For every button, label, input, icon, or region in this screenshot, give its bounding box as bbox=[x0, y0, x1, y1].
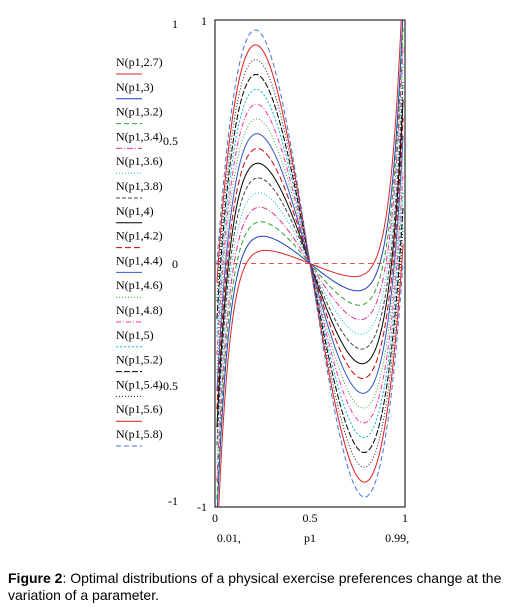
legend-label: N(p1,3.4) bbox=[116, 129, 163, 143]
legend: N(p1,2.7) N(p1,3) N(p1,3.2) N(p1,3.4) N(p1,3… bbox=[116, 55, 163, 447]
legend-label: N(p1,5.4) bbox=[116, 377, 163, 391]
legend-label: N(p1,3) bbox=[116, 80, 154, 94]
left-axis-tick: -0.5 bbox=[159, 379, 178, 393]
legend-label: N(p1,5.6) bbox=[116, 402, 163, 416]
legend-label: N(p1,2.7) bbox=[116, 55, 163, 69]
legend-label: N(p1,3.2) bbox=[116, 105, 163, 119]
left-axis-tick: 1 bbox=[172, 17, 178, 31]
x-range-start: 0.01, bbox=[217, 531, 241, 545]
chart: N(p1,2.7) N(p1,3) N(p1,3.2) N(p1,3.4) N(p1,3… bbox=[116, 14, 409, 545]
legend-label: N(p1,5.8) bbox=[116, 427, 163, 441]
plot-area: 1 -1 0 0.5 1 0.01, 0.99, p1 bbox=[197, 14, 409, 545]
left-axis-tick: 0.5 bbox=[163, 134, 178, 148]
left-axis-tick: 0 bbox=[172, 257, 178, 271]
x-axis-label: p1 bbox=[304, 531, 316, 545]
legend-label: N(p1,4.8) bbox=[116, 303, 163, 317]
x-tick-0.5: 0.5 bbox=[303, 511, 318, 525]
legend-label: N(p1,4.2) bbox=[116, 229, 163, 243]
x-tick-1: 1 bbox=[402, 511, 408, 525]
plot-y-tick-bottom: -1 bbox=[197, 500, 207, 514]
legend-label: N(p1,5) bbox=[116, 328, 154, 342]
series-line-11 bbox=[216, 103, 404, 424]
left-axis-tick: -1 bbox=[168, 494, 178, 508]
legend-label: N(p1,3.6) bbox=[116, 154, 163, 168]
x-range-end: 0.99, bbox=[385, 531, 409, 545]
caption-text: : Optimal distributions of a physical ex… bbox=[8, 570, 502, 603]
series-line-4 bbox=[216, 45, 404, 482]
x-tick-0: 0 bbox=[212, 511, 218, 525]
legend-label: N(p1,3.8) bbox=[116, 179, 163, 193]
caption-label: Figure 2 bbox=[8, 570, 63, 586]
legend-label: N(p1,4) bbox=[116, 204, 154, 218]
legend-label: N(p1,4.4) bbox=[116, 253, 163, 267]
series-line-10 bbox=[216, 118, 404, 409]
left-axis: 1 0.5 0 -0.5 -1 bbox=[159, 17, 178, 508]
plot-y-tick-top: 1 bbox=[201, 14, 207, 28]
legend-label: N(p1,4.6) bbox=[116, 278, 163, 292]
figure-caption: Figure 2: Optimal distributions of a phy… bbox=[8, 570, 526, 604]
legend-label: N(p1,5.2) bbox=[116, 353, 163, 367]
